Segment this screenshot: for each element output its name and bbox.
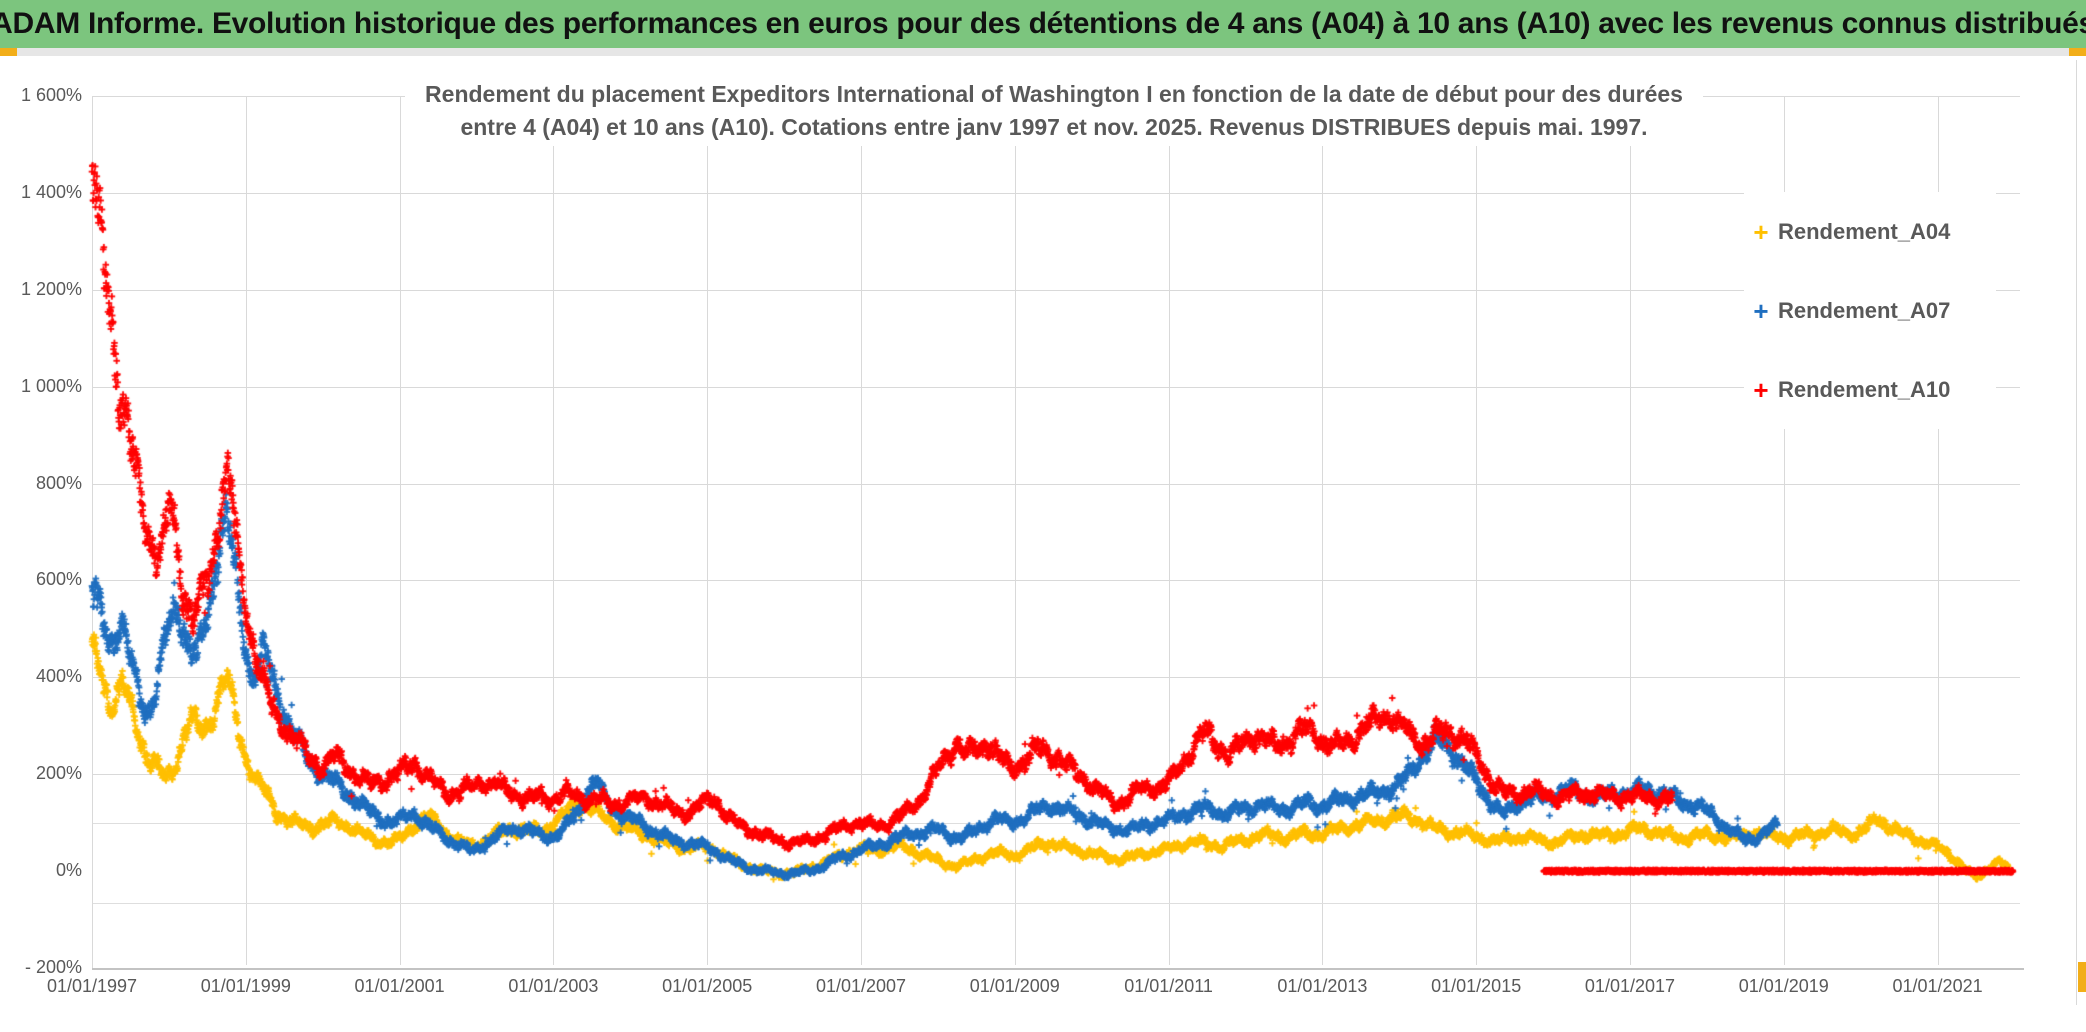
plus-marker-icon: +: [1753, 295, 1769, 326]
legend-item-rendement_a07[interactable]: + Rendement_A07: [1744, 271, 1996, 350]
legend-label: Rendement_A10: [1778, 376, 1951, 402]
legend-label: Rendement_A04: [1778, 218, 1951, 244]
plus-marker-icon: +: [1753, 216, 1769, 247]
plus-marker-icon: +: [1753, 374, 1769, 405]
chart-title-line1: Rendement du placement Expeditors Intern…: [425, 81, 1683, 107]
chart-legend: + Rendement_A04 + Rendement_A07 + Rendement_A…: [1744, 192, 1996, 429]
chart-title-line2: entre 4 (A04) et 10 ans (A10). Cotations…: [460, 114, 1648, 140]
legend-label: Rendement_A07: [1778, 297, 1951, 323]
legend-item-rendement_a04[interactable]: + Rendement_A04: [1744, 192, 1996, 271]
legend-item-rendement_a10[interactable]: + Rendement_A10: [1744, 350, 1996, 429]
chart-title: Rendement du placement Expeditors Intern…: [405, 76, 1703, 146]
